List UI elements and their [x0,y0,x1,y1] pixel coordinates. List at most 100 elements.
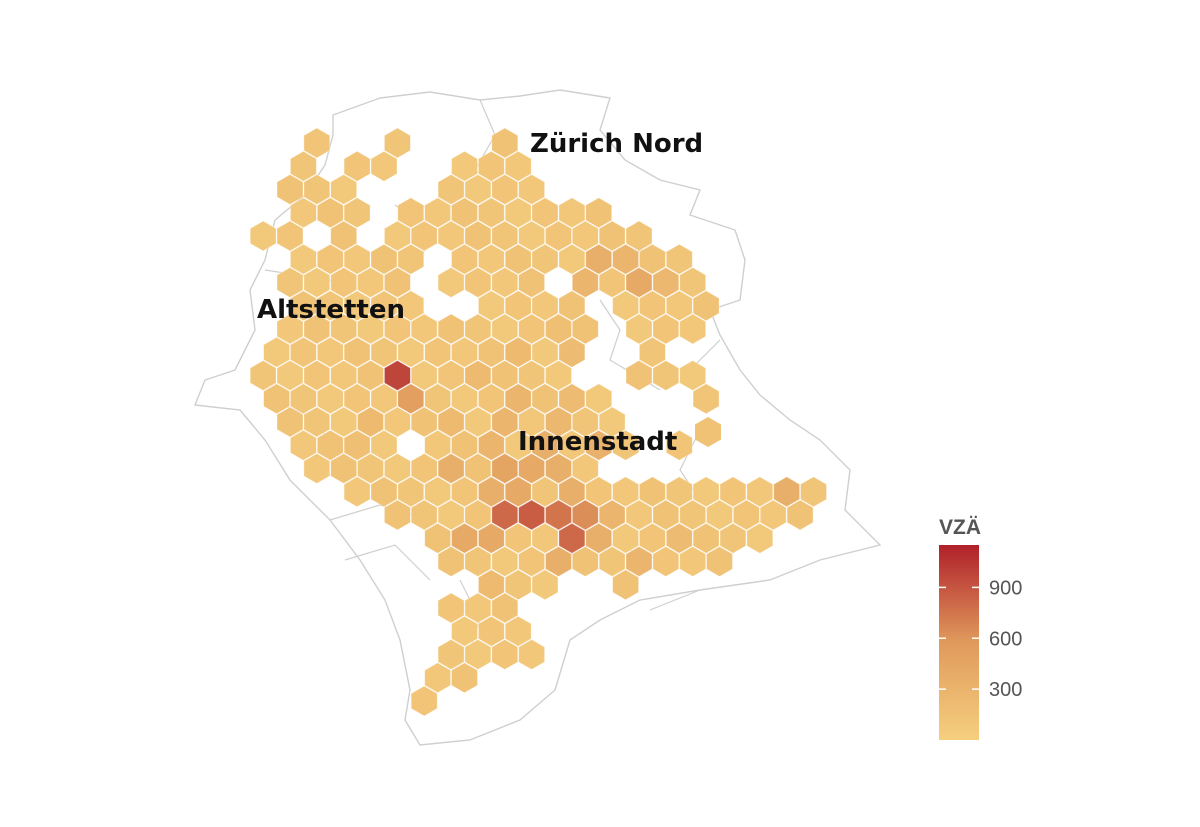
hex-cell [692,383,720,415]
color-legend: VZÄ 300 600 900 [939,516,1022,740]
hex-cell [410,313,438,345]
hex-cell [276,174,304,205]
legend-color-bar [939,545,979,740]
hex-cell [679,546,707,577]
hex-cell [289,336,317,368]
hex-cell [370,383,398,415]
hex-cell [316,336,344,368]
hex-cell [491,360,519,391]
hex-cell [585,197,613,229]
hex-cell [477,150,505,182]
hex-cell [491,220,519,252]
hex-cell [343,290,371,322]
hex-cell [665,429,693,461]
hex-cell [451,243,478,275]
hex-cell [491,267,519,298]
hex-cell [531,569,559,601]
hex-cell [437,453,465,484]
hex-cell [477,290,505,322]
hex-cell [665,243,693,275]
hex-cell [773,476,800,508]
hex-cell [679,267,707,298]
hex-cell [558,522,586,554]
hex-cell [343,150,371,182]
hex-cell [383,313,411,345]
hexbin-cells [249,127,827,717]
hex-cell [746,476,774,508]
hex-cell [276,360,304,391]
hex-cell [464,360,492,391]
hex-cell [451,383,478,415]
hex-cell [504,429,532,461]
hex-cell [585,243,613,275]
hex-cell [263,383,291,415]
hex-cell [679,360,707,391]
hex-cell [464,592,492,624]
hex-cell [800,476,827,508]
hex-cell [357,360,384,391]
hex-cell [652,499,680,531]
hex-cell [545,406,572,438]
hex-cell [437,174,465,205]
hex-cell [706,499,733,531]
hex-cell [733,499,760,531]
hex-cell [397,290,425,322]
hex-cell [545,313,572,345]
hex-cell [612,429,639,461]
hex-cell [289,290,317,322]
hex-cell [316,290,344,322]
hex-cell [464,313,492,345]
hex-cell [357,267,384,298]
hex-cell [289,197,317,229]
hex-cell [289,429,317,461]
hex-cell [330,360,358,391]
hex-cell [370,243,398,275]
hex-cell [558,336,586,368]
hex-cell [625,499,653,531]
hex-cell [370,476,398,508]
hex-cell [518,267,545,298]
hex-cell [464,267,492,298]
hex-cell [531,429,559,461]
hex-cell [477,429,505,461]
hex-cell [639,476,666,508]
hex-cell [504,383,532,415]
hex-cell [625,220,653,252]
hex-cell [424,383,452,415]
hex-cell [625,360,653,391]
hex-cell [491,546,519,577]
hex-cell [639,336,666,368]
hex-cell [598,499,626,531]
hex-cell [451,522,478,554]
hex-cell [451,150,478,182]
hex-cell [531,197,559,229]
hex-cell [558,476,586,508]
hex-cell [531,336,559,368]
hex-cell [276,313,304,345]
hex-cell [397,243,425,275]
hex-cell [692,476,720,508]
legend-title: VZÄ [939,516,981,539]
hex-cell [464,499,492,531]
hex-cell [571,546,599,577]
hex-cell [410,360,438,391]
hex-cell [679,499,707,531]
hex-cell [370,429,398,461]
hex-cell [424,197,452,229]
hex-cell [518,406,545,438]
hex-cell [330,453,358,484]
hex-cell [518,499,545,531]
hex-cell [585,476,613,508]
hex-cell [612,290,639,322]
hex-cell [706,546,733,577]
hex-cell [477,476,505,508]
hex-cell [504,290,532,322]
hex-cell [451,662,478,694]
legend-tick-label: 600 [989,628,1022,650]
hex-cell [665,290,693,322]
hex-cell [397,197,425,229]
hex-cell [692,522,720,554]
hex-cell [558,243,586,275]
hex-cell [303,127,331,159]
